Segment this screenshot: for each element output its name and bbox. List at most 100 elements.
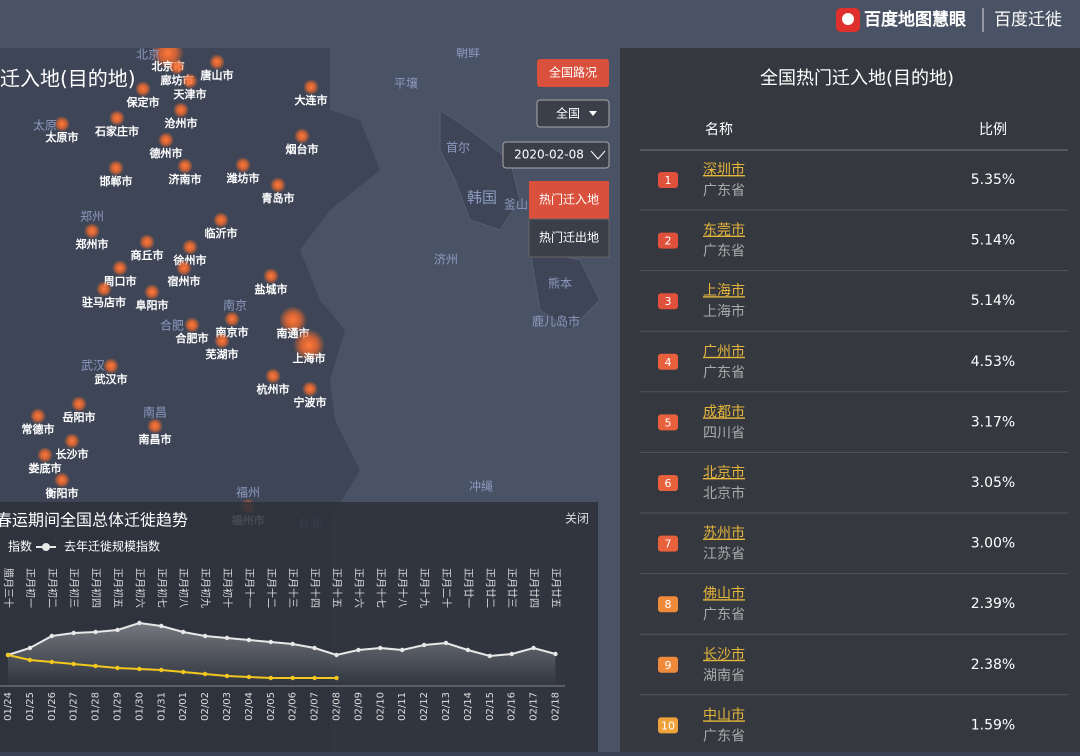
series-point [115,665,120,671]
city-dot [71,396,87,412]
city-link[interactable]: 成都市 [703,403,745,420]
series-point [27,657,33,663]
rank-badge [658,353,678,370]
tab-out[interactable] [528,218,610,258]
x-tick-label: 02/08 [332,692,343,721]
x-tick-label: 02/13 [441,692,452,721]
city-link[interactable]: 苏州市 [703,525,745,542]
trend-panel [0,502,598,752]
rank-badge [658,475,678,491]
x-tick-label: 01/28 [91,692,102,721]
series-point [49,633,54,639]
header-bar [0,0,1080,48]
rank-badge [658,293,678,310]
city-label: 常德市 [22,422,55,436]
city-link[interactable]: 北京市 [703,464,745,481]
lunar-label: 正月初六 [133,568,146,608]
lunar-label: 正月十二 [265,568,278,608]
share: 1.59% [971,717,1015,733]
city-dot [184,317,200,333]
city-label: 杭州市 [257,382,290,396]
lunar-label: 正月初三 [68,568,81,608]
x-tick-label: 01/27 [69,692,80,721]
rank-number: 7 [665,538,672,551]
lunar-label: 正月十八 [396,568,409,608]
city-dot [54,116,70,132]
city-dot [209,54,225,70]
x-tick-label: 02/17 [529,692,540,721]
city-link[interactable]: 广州市 [703,343,745,360]
share: 4.53% [971,354,1015,370]
city-link[interactable]: 深圳市 [703,161,745,178]
rank-badge [658,232,678,249]
rank-number: 1 [665,174,672,187]
x-tick-label: 01/26 [47,692,58,721]
x-tick-label: 02/12 [419,692,430,721]
city-dot [139,234,155,250]
lunar-label: 腊月三十 [2,568,15,608]
place-label: 首尔 [446,140,470,155]
lunar-label: 正月初十 [221,568,234,608]
series-line [7,621,556,658]
province: 北京市 [703,485,745,502]
traffic-button[interactable] [537,59,609,87]
tab-in-label: 热门迁入地 [539,192,599,207]
series-point [465,647,471,653]
city-dot [108,160,124,176]
series-point [356,647,361,653]
place-label: 朝鲜 [456,46,480,60]
x-tick-label: 02/10 [375,692,386,721]
province: 广东省 [703,183,745,199]
city-label: 南昌市 [139,432,172,446]
city-dot [293,329,325,361]
rank-number: 10 [661,719,675,732]
region-label: 全国 [556,106,580,121]
rank-number: 6 [665,477,672,490]
series-point [268,639,273,645]
city-label: 盐城市 [255,282,288,296]
city-label: 合肥市 [176,331,209,345]
city-dot [270,177,286,193]
series-point [312,675,317,681]
series-point [246,637,252,643]
rank-number: 9 [665,659,672,672]
series-point [5,652,11,658]
city-label: 驻马店市 [82,295,126,309]
region-select[interactable] [536,99,610,128]
place-label: 南京 [223,298,247,313]
date-select[interactable] [502,141,610,169]
series-point [27,645,33,651]
series-point [509,651,514,657]
x-tick-label: 02/04 [244,692,255,721]
city-dot [263,268,279,284]
rank-badge [658,535,678,552]
close-button[interactable]: 关闭 [565,512,589,526]
share: 3.05% [971,475,1015,491]
lunar-label: 正月二十 [440,568,453,608]
place-label: 鹿儿岛市 [532,314,580,329]
legend-label: 指数 [8,539,32,554]
city-label: 济南市 [169,172,202,186]
city-link[interactable]: 上海市 [703,282,745,299]
city-label: 保定市 [126,95,160,109]
city-dot [176,260,192,276]
city-link[interactable]: 东莞市 [703,222,745,239]
rank-number: 2 [665,235,672,248]
city-label: 石家庄市 [94,124,139,138]
city-dot [303,79,319,95]
series-point [224,635,230,641]
tab-in[interactable] [529,181,609,219]
city-label: 宁波市 [294,395,327,409]
series-point [246,674,252,680]
city-link[interactable]: 长沙市 [703,646,745,663]
series-point [71,630,76,636]
city-label: 商丘市 [131,248,164,262]
city-label: 潍坊市 [227,171,260,185]
province: 江苏省 [703,547,745,563]
city-dot [84,223,100,239]
city-link[interactable]: 中山市 [703,706,745,723]
city-link[interactable]: 佛山市 [703,585,745,602]
series-point [202,633,208,639]
trend-title: 春运期间全国总体迁徙趋势 [0,511,188,530]
rank-badge [658,717,678,734]
